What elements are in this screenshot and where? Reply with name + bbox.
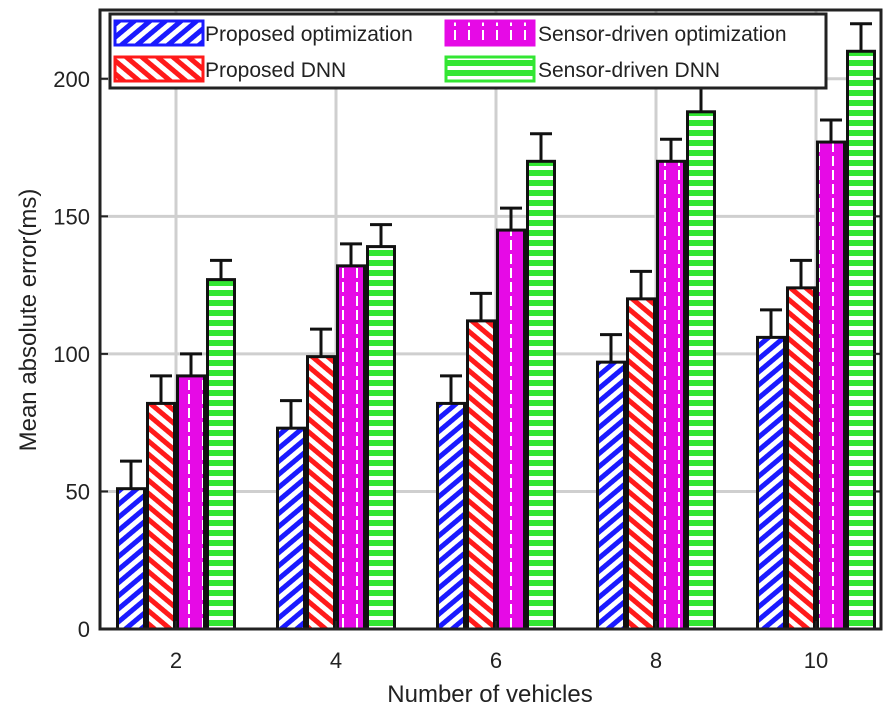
bar-proposed-dnn-4 — [306, 355, 336, 631]
bar-sensor-driven-dnn-4 — [366, 245, 396, 631]
bar-proposed-optimization-10 — [756, 335, 786, 631]
legend-swatch — [113, 55, 205, 83]
y-axis-label: Mean absolute error(ms) — [15, 189, 42, 452]
bar-sensor-driven-dnn-8 — [686, 110, 716, 631]
x-tick-label: 4 — [330, 648, 342, 673]
y-axis-ticks: 0 50 100 150 200 — [53, 67, 881, 642]
legend-label: Sensor-driven optimization — [538, 23, 787, 46]
x-tick-label: 10 — [804, 648, 828, 673]
bar-sensor-driven-optimization-8 — [656, 159, 686, 631]
bar-sensor-driven-optimization-2 — [176, 374, 206, 631]
bar-proposed-optimization-2 — [116, 487, 146, 631]
bar-proposed-optimization-4 — [276, 426, 306, 631]
legend-label: Proposed DNN — [205, 59, 346, 82]
legend-label: Sensor-driven DNN — [538, 59, 720, 82]
bar-proposed-optimization-6 — [436, 401, 466, 631]
bar-sensor-driven-dnn-2 — [206, 278, 236, 631]
bar-sensor-driven-dnn-10 — [846, 49, 876, 631]
bar-proposed-dnn-6 — [466, 319, 496, 631]
bar-proposed-dnn-2 — [146, 401, 176, 631]
y-tick-label: 100 — [53, 342, 90, 367]
y-tick-label: 50 — [66, 479, 90, 504]
x-axis-ticks: 2 4 6 8 10 — [170, 621, 828, 673]
bar-sensor-driven-optimization-6 — [496, 228, 526, 631]
legend-swatch — [444, 55, 536, 83]
legend-swatch — [444, 19, 536, 47]
legend-swatch — [113, 19, 205, 47]
x-tick-label: 2 — [170, 648, 182, 673]
bar-sensor-driven-dnn-6 — [526, 159, 556, 631]
x-tick-label: 6 — [490, 648, 502, 673]
legend: Proposed optimization Proposed DNN Sensor-… — [108, 12, 828, 90]
bar-sensor-driven-optimization-10 — [816, 140, 846, 631]
bar-proposed-optimization-8 — [596, 360, 626, 631]
y-tick-label: 0 — [78, 617, 90, 642]
bar-proposed-dnn-10 — [786, 286, 816, 631]
legend-label: Proposed optimization — [205, 23, 413, 46]
y-tick-label: 150 — [53, 204, 90, 229]
x-axis-label: Number of vehicles — [387, 681, 592, 708]
plot-frame — [98, 8, 883, 631]
bar-sensor-driven-optimization-4 — [336, 264, 366, 631]
x-tick-label: 8 — [650, 648, 662, 673]
bar-proposed-dnn-8 — [626, 297, 656, 631]
y-tick-label: 200 — [53, 67, 90, 92]
